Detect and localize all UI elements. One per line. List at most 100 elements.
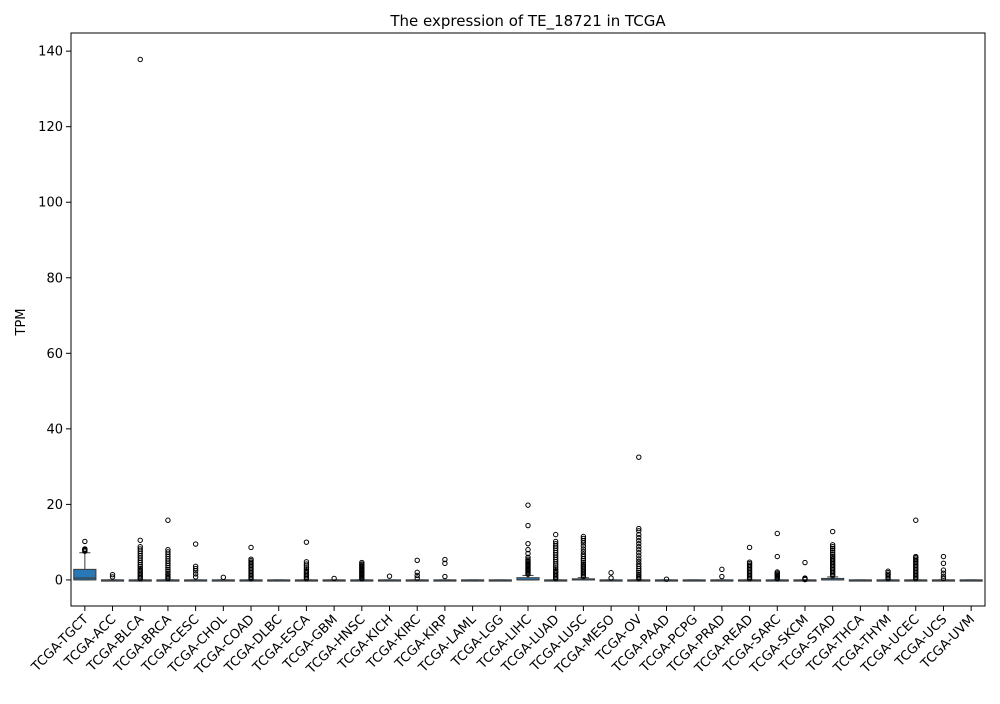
y-tick-label: 60 <box>46 347 63 362</box>
outlier-point <box>303 567 310 573</box>
outlier-point <box>525 522 531 529</box>
outlier-point <box>636 553 642 559</box>
outlier-point <box>829 553 836 559</box>
outlier-point <box>913 553 919 560</box>
outlier-point <box>636 525 642 532</box>
outlier-point <box>525 547 531 553</box>
outlier-point <box>192 574 199 580</box>
outlier-point <box>137 537 143 543</box>
outlier-point <box>165 547 171 553</box>
outlier-point <box>940 570 947 576</box>
outlier-point <box>580 543 587 549</box>
outlier-point <box>940 560 947 567</box>
y-tick-label: 80 <box>46 271 63 286</box>
y-tick-label: 140 <box>38 45 63 60</box>
outlier-point <box>580 546 587 552</box>
outlier-point <box>137 543 143 550</box>
outlier-point <box>636 558 642 565</box>
outlier-point <box>829 547 836 554</box>
outlier-point <box>165 570 171 576</box>
outlier-point <box>829 545 836 552</box>
outlier-point <box>636 569 642 576</box>
outlier-point <box>165 517 171 523</box>
outlier-point <box>442 556 448 563</box>
y-axis-label: TPM <box>14 309 29 337</box>
outlier-point <box>137 546 143 552</box>
outlier-point <box>829 528 836 535</box>
outlier-point <box>608 575 614 581</box>
outlier-point <box>580 551 587 557</box>
outlier-point <box>885 568 891 574</box>
outlier-point <box>192 565 199 572</box>
outlier-point <box>580 553 587 560</box>
outlier-point <box>331 575 337 582</box>
outlier-point <box>663 576 670 582</box>
outlier-point <box>636 556 642 562</box>
outlier-point <box>940 553 947 560</box>
outlier-point <box>303 561 310 567</box>
outlier-point <box>192 571 199 577</box>
outlier-point <box>552 540 559 547</box>
outlier-point <box>192 563 199 570</box>
outlier-point <box>248 544 254 551</box>
outlier-point <box>165 549 171 555</box>
outlier-point <box>636 550 642 556</box>
outlier-point <box>829 551 836 557</box>
outlier-point <box>137 565 143 572</box>
outlier-point <box>414 575 420 581</box>
outlier-point <box>580 559 587 566</box>
outlier-point <box>636 531 642 538</box>
outlier-point <box>829 543 836 550</box>
outlier-point <box>829 549 836 556</box>
outlier-point <box>774 530 780 537</box>
outlier-point <box>165 568 171 574</box>
outlier-point <box>525 554 531 560</box>
outlier-point <box>719 566 725 573</box>
outlier-point <box>303 565 310 571</box>
outlier-point <box>636 571 642 577</box>
outlier-point <box>829 542 836 548</box>
outlier-point <box>82 546 88 552</box>
outlier-point <box>580 561 587 568</box>
chart-title: The expression of TE_18721 in TCGA <box>389 12 666 31</box>
outlier-point <box>802 559 808 566</box>
outlier-point <box>580 533 587 540</box>
outlier-point <box>940 567 947 573</box>
outlier-point <box>165 566 171 573</box>
outlier-point <box>525 556 531 562</box>
outlier-point <box>719 573 725 580</box>
outlier-point <box>82 538 88 545</box>
outlier-point <box>636 543 642 550</box>
outlier-point <box>525 550 531 557</box>
outlier-point <box>414 557 420 563</box>
box <box>73 568 97 581</box>
outlier-point <box>248 556 254 562</box>
outlier-point <box>525 502 531 508</box>
outlier-point <box>220 574 227 580</box>
outlier-point <box>525 540 531 547</box>
outlier-point <box>359 559 365 566</box>
outlier-point <box>913 517 919 523</box>
outlier-point <box>552 565 559 571</box>
outlier-point <box>940 573 947 579</box>
outlier-point <box>636 454 642 460</box>
outlier-point <box>414 569 420 576</box>
outlier-point <box>746 559 753 565</box>
y-tick-label: 120 <box>38 120 63 135</box>
outlier-point <box>552 531 559 538</box>
outlier-point <box>303 559 310 565</box>
outlier-point <box>414 572 420 579</box>
outlier-point <box>580 548 587 555</box>
outlier-point <box>303 539 310 545</box>
outlier-point <box>746 544 753 551</box>
y-tick-label: 100 <box>38 196 63 211</box>
y-tick-label: 0 <box>55 573 63 588</box>
outlier-point <box>608 570 614 576</box>
outlier-point <box>636 561 642 567</box>
y-tick-label: 40 <box>46 422 63 437</box>
outlier-point <box>636 528 642 534</box>
outlier-point <box>109 574 116 580</box>
outlier-point <box>636 547 642 553</box>
